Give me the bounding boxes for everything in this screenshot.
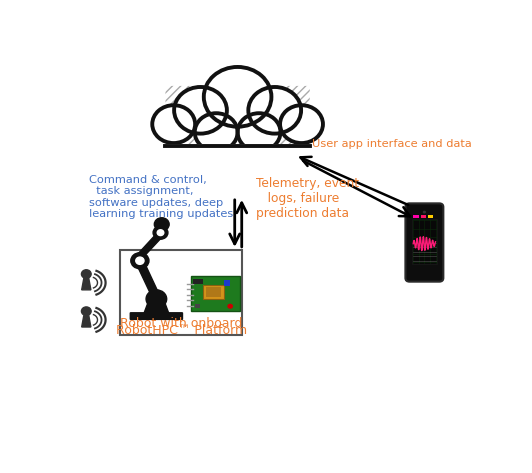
Circle shape	[154, 218, 169, 231]
FancyBboxPatch shape	[203, 285, 224, 299]
FancyBboxPatch shape	[161, 144, 314, 159]
FancyBboxPatch shape	[421, 215, 426, 218]
Circle shape	[248, 87, 301, 133]
Circle shape	[204, 67, 271, 127]
Circle shape	[280, 105, 323, 143]
Circle shape	[153, 226, 168, 239]
FancyBboxPatch shape	[192, 276, 240, 311]
Circle shape	[157, 230, 164, 236]
Polygon shape	[82, 316, 91, 327]
Circle shape	[81, 270, 91, 278]
FancyBboxPatch shape	[193, 279, 203, 284]
Circle shape	[152, 105, 195, 143]
Circle shape	[238, 113, 280, 151]
FancyBboxPatch shape	[412, 219, 437, 264]
Circle shape	[248, 87, 301, 133]
Circle shape	[423, 210, 426, 213]
Polygon shape	[82, 279, 91, 290]
FancyBboxPatch shape	[206, 287, 221, 297]
Text: RobotHPC™ Platform: RobotHPC™ Platform	[115, 324, 247, 337]
FancyBboxPatch shape	[195, 304, 201, 308]
Polygon shape	[136, 260, 161, 299]
Text: Telemetry, event
   logs, failure
prediction data: Telemetry, event logs, failure predictio…	[256, 177, 359, 220]
Text: Command & control,
  task assignment,
software updates, deep
learning training u: Command & control, task assignment, soft…	[89, 175, 234, 219]
Circle shape	[146, 290, 167, 308]
Text: User app interface and data: User app interface and data	[312, 139, 471, 149]
Circle shape	[238, 113, 280, 151]
Text: Robot with onboard: Robot with onboard	[120, 317, 242, 330]
Circle shape	[152, 105, 195, 143]
Polygon shape	[144, 300, 169, 313]
FancyBboxPatch shape	[130, 312, 183, 320]
FancyBboxPatch shape	[405, 203, 443, 281]
Circle shape	[81, 307, 91, 315]
FancyBboxPatch shape	[413, 215, 419, 218]
FancyBboxPatch shape	[161, 145, 314, 159]
Circle shape	[195, 113, 238, 151]
FancyBboxPatch shape	[428, 215, 434, 218]
Circle shape	[174, 87, 227, 133]
Circle shape	[174, 87, 227, 133]
Circle shape	[136, 257, 144, 264]
Circle shape	[280, 105, 323, 143]
Circle shape	[131, 253, 149, 269]
Circle shape	[195, 113, 238, 151]
FancyBboxPatch shape	[165, 127, 310, 147]
Polygon shape	[131, 232, 164, 264]
FancyBboxPatch shape	[223, 280, 230, 286]
FancyBboxPatch shape	[120, 250, 242, 335]
Circle shape	[227, 304, 233, 309]
Circle shape	[204, 67, 271, 127]
